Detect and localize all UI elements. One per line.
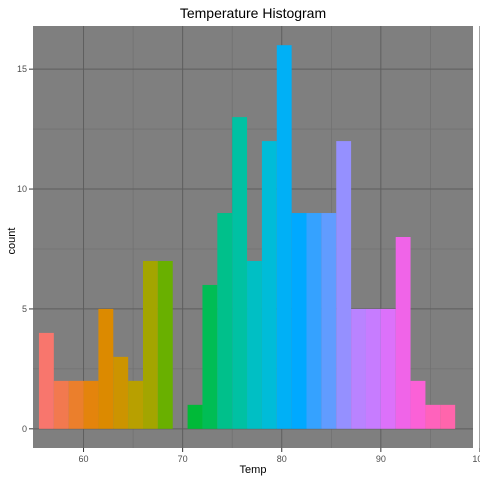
- chart-title: Temperature Histogram: [180, 5, 326, 21]
- histogram-bar: [232, 117, 248, 429]
- x-axis-label: Temp: [240, 464, 267, 476]
- histogram-bar: [351, 308, 366, 429]
- histogram-bar: [380, 308, 396, 429]
- x-tick-label: 80: [277, 454, 287, 464]
- histogram-bar: [113, 356, 129, 429]
- x-tick-label: 100: [472, 454, 480, 464]
- y-tick-label: 5: [22, 304, 27, 314]
- histogram-bar: [276, 45, 292, 429]
- histogram-bar: [425, 404, 441, 429]
- histogram-bar: [365, 308, 381, 429]
- histogram-bar: [157, 260, 173, 429]
- histogram-bar: [53, 380, 69, 429]
- histogram-bar: [395, 237, 411, 429]
- x-tick-label: 60: [79, 454, 89, 464]
- x-tick-label: 70: [178, 454, 188, 464]
- x-tick-label: 90: [376, 454, 386, 464]
- y-tick-label: 0: [22, 424, 27, 434]
- y-axis-label: count: [6, 228, 18, 255]
- histogram-bar: [291, 213, 307, 429]
- histogram-bar: [38, 332, 54, 429]
- y-tick-label: 10: [17, 184, 27, 194]
- histogram-bar: [83, 380, 99, 429]
- histogram-bar: [217, 213, 233, 429]
- histogram-bar: [143, 260, 158, 429]
- histogram-bar: [202, 284, 218, 429]
- histogram-bar: [321, 213, 337, 429]
- histogram-bar: [336, 141, 352, 429]
- histogram-bar: [440, 404, 456, 429]
- histogram-bar: [410, 380, 426, 429]
- histogram-bar: [247, 260, 262, 429]
- histogram-bar: [306, 213, 322, 429]
- histogram-bar: [261, 141, 277, 429]
- histogram-bar: [187, 404, 203, 429]
- histogram-bar: [68, 380, 84, 429]
- y-tick-label: 15: [17, 64, 27, 74]
- histogram-bar: [98, 308, 114, 429]
- histogram-bar: [128, 380, 143, 429]
- histogram-bars: [38, 45, 456, 429]
- axis-ticks: 60 70 80 90 100 0 5 10 15: [17, 64, 480, 464]
